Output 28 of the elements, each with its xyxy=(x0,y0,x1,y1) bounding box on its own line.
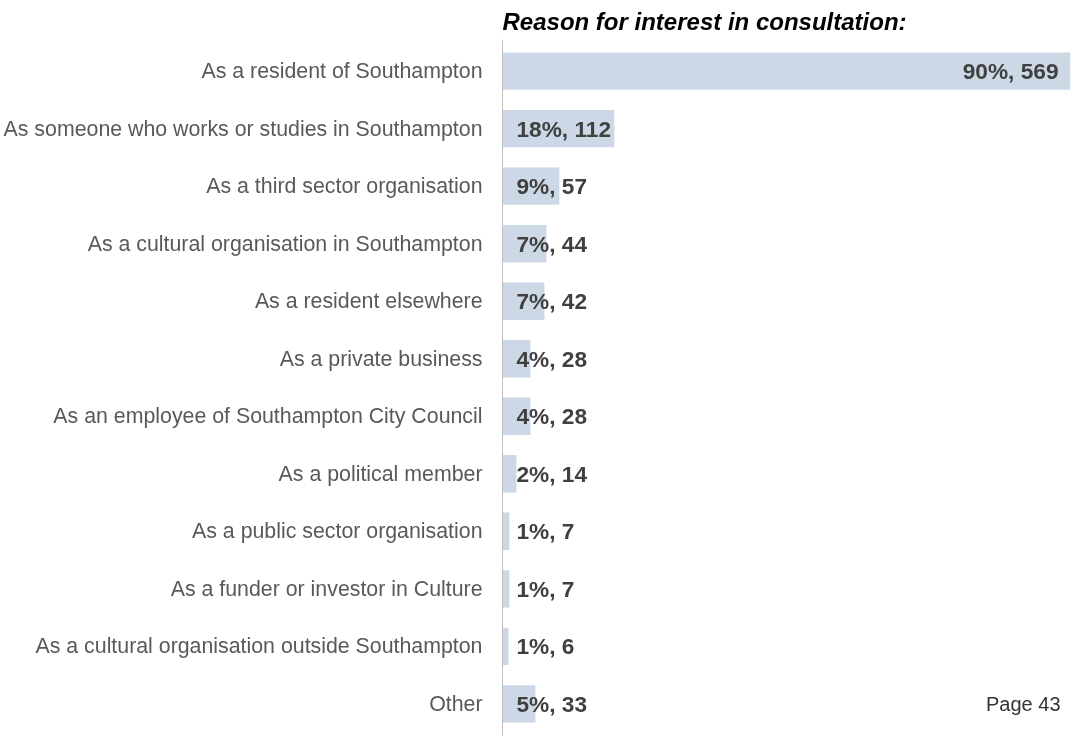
y-tick-label: As a resident of Southampton xyxy=(201,59,483,84)
y-tick-label: As a private business xyxy=(279,346,483,371)
data-label: 1%, 7 xyxy=(516,575,575,602)
annotation: Page 43 xyxy=(985,692,1061,715)
data-label: 90%, 569 xyxy=(962,58,1059,85)
y-tick-label: As a cultural organisation in Southampton xyxy=(87,231,483,256)
y-tick-label: As someone who works or studies in Southampton xyxy=(3,116,483,141)
y-tick-label: As a political member xyxy=(278,461,483,486)
data-label: 18%, 112 xyxy=(516,115,611,142)
y-tick-label: As an employee of Southampton City Council xyxy=(53,404,483,429)
chart-title: Reason for interest in consultation: xyxy=(502,7,907,35)
data-label: 1%, 6 xyxy=(516,633,575,660)
data-label: 4%, 28 xyxy=(516,345,588,372)
data-label: 2%, 14 xyxy=(516,460,588,487)
y-tick-label: As a public sector organisation xyxy=(192,519,483,544)
y-tick-label: As a cultural organisation outside Southampton xyxy=(35,634,483,659)
data-label: 7%, 42 xyxy=(516,288,588,315)
y-tick-label: As a third sector organisation xyxy=(206,174,483,199)
data-label: 7%, 44 xyxy=(516,230,588,257)
bar xyxy=(502,52,1071,90)
y-tick-label: Other xyxy=(429,691,483,716)
bar xyxy=(502,455,517,493)
data-label: 4%, 28 xyxy=(516,403,588,430)
data-label: 5%, 33 xyxy=(516,690,588,717)
y-tick-label: As a resident elsewhere xyxy=(254,289,483,314)
data-label: 1%, 7 xyxy=(516,518,575,545)
y-tick-label: As a funder or investor in Culture xyxy=(170,576,483,601)
data-label: 9%, 57 xyxy=(516,173,588,200)
